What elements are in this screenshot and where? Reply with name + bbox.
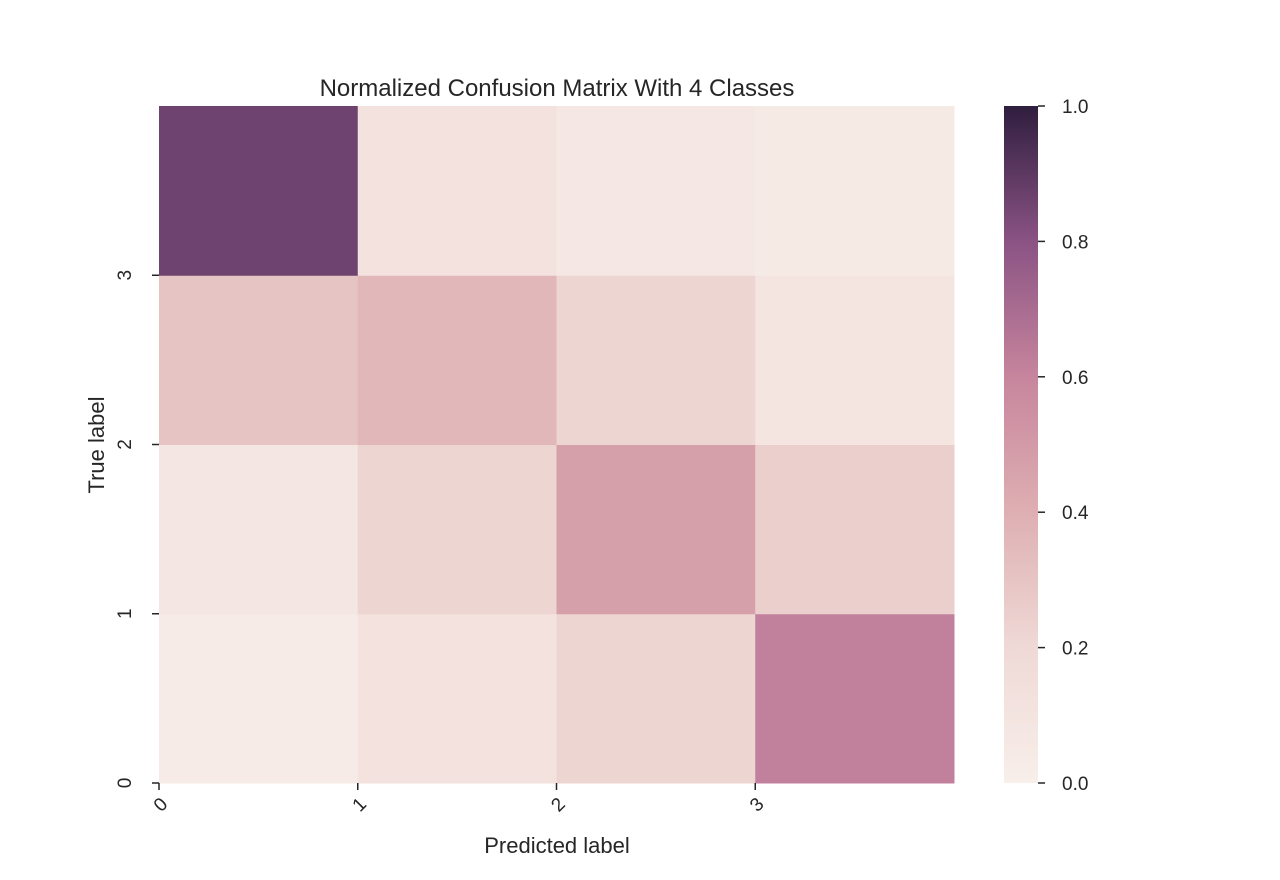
heatmap-cell xyxy=(159,613,359,784)
x-tick-label: 0 xyxy=(150,794,172,816)
colorbar-tick-label: 0.6 xyxy=(1062,368,1088,389)
y-tick-label: 1 xyxy=(115,608,136,619)
heatmap-cell xyxy=(159,444,359,615)
heatmap-cell xyxy=(556,106,756,276)
heatmap-cells xyxy=(159,106,955,784)
colorbar xyxy=(1004,106,1038,783)
colorbar-tick-label: 0.2 xyxy=(1062,639,1088,660)
heatmap-cell xyxy=(556,613,756,784)
heatmap-cell xyxy=(357,613,557,784)
colorbar-ticks: 0.0 0.2 0.4 0.6 0.8 1.0 xyxy=(1038,97,1089,795)
colorbar-tick-label: 1.0 xyxy=(1062,97,1088,118)
y-axis-ticks: 0 1 2 3 xyxy=(115,270,159,788)
heatmap-cell xyxy=(755,275,955,445)
heatmap-cell xyxy=(159,106,359,276)
heatmap-cell xyxy=(556,444,756,615)
heatmap-cell xyxy=(357,444,557,615)
heatmap-cell xyxy=(755,106,955,276)
y-tick-label: 2 xyxy=(115,439,136,450)
colorbar-tick-label: 0.4 xyxy=(1062,503,1089,524)
heatmap-cell xyxy=(357,275,557,445)
x-tick-label: 2 xyxy=(547,794,569,816)
x-axis-label: Predicted label xyxy=(484,833,630,858)
y-tick-label: 3 xyxy=(115,270,136,281)
x-tick-label: 3 xyxy=(746,794,768,816)
y-tick-label: 0 xyxy=(115,778,136,789)
x-axis-ticks: 0 1 2 3 xyxy=(150,783,769,816)
heatmap-cell xyxy=(755,613,955,784)
chart-title: Normalized Confusion Matrix With 4 Class… xyxy=(320,75,795,102)
heatmap-cell xyxy=(159,275,359,445)
heatmap-cell xyxy=(357,106,557,276)
colorbar-tick-label: 0.0 xyxy=(1062,774,1088,795)
heatmap-cell xyxy=(755,444,955,615)
heatmap-cell xyxy=(556,275,756,445)
colorbar-tick-label: 0.8 xyxy=(1062,232,1088,253)
y-axis-label: True label xyxy=(84,396,109,493)
x-tick-label: 1 xyxy=(349,794,371,816)
